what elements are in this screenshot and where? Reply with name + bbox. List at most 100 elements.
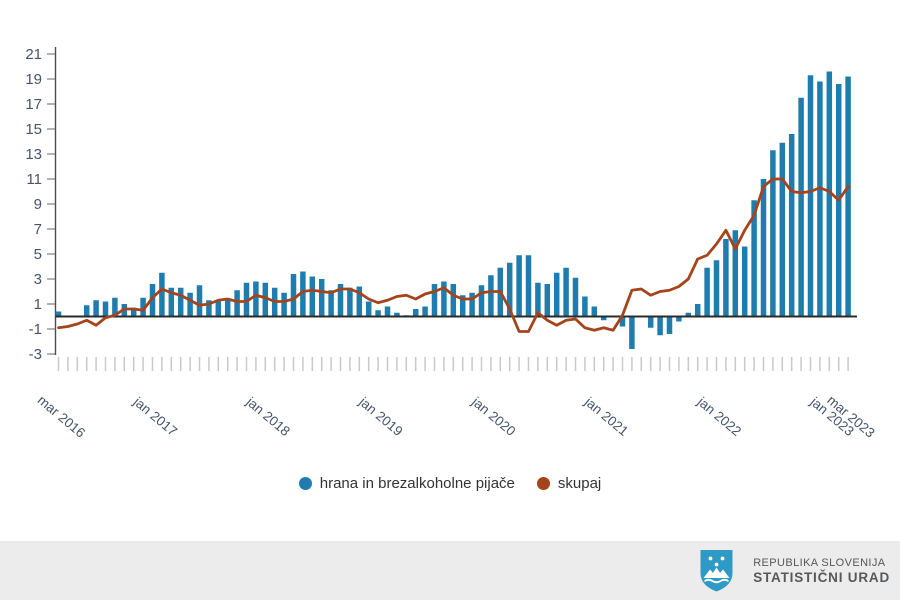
bar-hrana bbox=[431, 284, 438, 317]
bar-hrana bbox=[159, 272, 165, 317]
legend-item-hrana: hrana in brezalkoholne pijače bbox=[298, 474, 515, 492]
bar-hrana bbox=[591, 306, 598, 317]
bar-hrana bbox=[553, 272, 560, 317]
bar-hrana bbox=[685, 312, 692, 317]
bar-hrana bbox=[412, 309, 419, 317]
bar-hrana bbox=[102, 301, 109, 317]
legend-swatch-skupaj-icon bbox=[536, 476, 550, 490]
bar-hrana bbox=[168, 287, 175, 317]
bar-hrana bbox=[262, 282, 269, 317]
bar-hrana bbox=[459, 295, 466, 317]
bar-hrana bbox=[55, 311, 62, 317]
bar-hrana bbox=[177, 287, 184, 317]
y-tick-label: 5 bbox=[34, 246, 42, 263]
bar-hrana bbox=[572, 277, 579, 317]
logo-line2: STATISTIČNI URAD bbox=[753, 569, 890, 585]
legend-swatch-hrana-icon bbox=[298, 476, 312, 490]
bar-hrana bbox=[694, 304, 701, 317]
line-skupaj bbox=[57, 177, 850, 333]
bar-hrana bbox=[93, 300, 99, 317]
y-tick-label: 1 bbox=[34, 296, 42, 313]
bar-hrana bbox=[657, 316, 663, 336]
bar-hrana bbox=[112, 297, 118, 317]
y-tick-label: 11 bbox=[26, 171, 42, 188]
bar-hrana bbox=[450, 284, 457, 317]
bar-hrana bbox=[394, 312, 400, 317]
logo-text: REPUBLIKA SLOVENIJA STATISTIČNI URAD bbox=[753, 556, 890, 586]
bar-hrana bbox=[713, 260, 720, 317]
bar-hrana bbox=[130, 307, 137, 317]
x-tick-label: jan 2019 bbox=[356, 394, 406, 439]
y-tick-label: 3 bbox=[34, 271, 42, 288]
bar-hrana bbox=[563, 267, 569, 317]
bar-hrana bbox=[384, 306, 391, 317]
bar-hrana bbox=[535, 282, 541, 317]
bar-hrana bbox=[356, 286, 363, 317]
bar-hrana bbox=[741, 246, 748, 317]
bar-hrana bbox=[760, 179, 767, 317]
bar-hrana bbox=[206, 300, 212, 317]
bar-hrana bbox=[300, 271, 306, 317]
bar-hrana bbox=[600, 316, 607, 321]
bar-hrana bbox=[826, 71, 833, 317]
bar-hrana bbox=[318, 279, 325, 317]
bar-hrana bbox=[234, 290, 240, 317]
footer-bar: REPUBLIKA SLOVENIJA STATISTIČNI URAD bbox=[0, 541, 900, 600]
coat-of-arms-icon bbox=[700, 549, 733, 591]
bar-hrana bbox=[516, 255, 522, 317]
bar-hrana bbox=[666, 316, 673, 334]
bar-hrana bbox=[441, 281, 447, 317]
bar-hrana bbox=[732, 230, 739, 317]
inflation-chart: 21 19 17 15 13 11 9 7 5 3 1 -1 -3 mar 2016 jan 2017 jan… bbox=[25, 46, 877, 441]
bar-hrana bbox=[779, 142, 786, 317]
bar-hrana bbox=[751, 200, 757, 317]
legend-label-skupaj: skupaj bbox=[557, 474, 602, 492]
bar-hrana bbox=[676, 316, 682, 322]
x-tick-label: jan 2017 bbox=[130, 394, 180, 439]
bar-hrana bbox=[525, 255, 532, 317]
bar-hrana bbox=[770, 150, 776, 317]
bar-hrana bbox=[281, 292, 287, 317]
bar-hrana bbox=[83, 305, 90, 317]
y-tick-label: 19 bbox=[25, 71, 42, 88]
bar-hrana bbox=[478, 285, 485, 317]
bar-hrana bbox=[347, 287, 353, 317]
bar-hrana bbox=[469, 292, 475, 317]
x-tick-label: jan 2018 bbox=[243, 394, 293, 439]
legend-item-skupaj: skupaj bbox=[536, 474, 602, 492]
bar-hrana bbox=[544, 284, 551, 317]
y-tick-label: 9 bbox=[34, 196, 42, 213]
bar-hrana bbox=[788, 134, 795, 317]
bar-hrana bbox=[328, 290, 334, 317]
bar-hrana bbox=[365, 301, 372, 317]
bar-hrana bbox=[253, 281, 259, 317]
bar-hrana bbox=[224, 299, 231, 317]
chart-legend: hrana in brezalkoholne pijače skupaj bbox=[0, 470, 900, 496]
bar-hrana bbox=[215, 301, 222, 317]
bar-hrana bbox=[488, 275, 494, 317]
x-tick-label: mar 2016 bbox=[35, 392, 88, 440]
surs-logo: REPUBLIKA SLOVENIJA STATISTIČNI URAD bbox=[698, 549, 890, 592]
bar-hrana bbox=[337, 284, 344, 317]
bar-hrana bbox=[647, 316, 654, 328]
x-tick-label: jan 2020 bbox=[468, 394, 518, 439]
bar-hrana bbox=[817, 81, 823, 317]
y-tick-label: -1 bbox=[29, 321, 42, 338]
y-tick-label: 13 bbox=[25, 146, 42, 163]
bar-hrana bbox=[723, 239, 729, 317]
bar-hrana bbox=[704, 267, 710, 317]
bar-hrana bbox=[309, 276, 316, 317]
legend-label-hrana: hrana in brezalkoholne pijače bbox=[319, 474, 515, 492]
y-tick-label: 17 bbox=[25, 96, 42, 113]
bar-hrana bbox=[290, 274, 297, 317]
bar-hrana bbox=[243, 282, 250, 317]
bar-hrana bbox=[845, 76, 851, 317]
logo-line1: REPUBLIKA SLOVENIJA bbox=[753, 556, 886, 569]
y-tick-label: -3 bbox=[29, 346, 42, 363]
bar-hrana bbox=[140, 297, 146, 317]
y-tick-label: 21 bbox=[25, 46, 42, 63]
y-tick-label: 7 bbox=[34, 221, 42, 238]
bar-hrana bbox=[582, 296, 588, 317]
bar-hrana bbox=[375, 310, 381, 317]
